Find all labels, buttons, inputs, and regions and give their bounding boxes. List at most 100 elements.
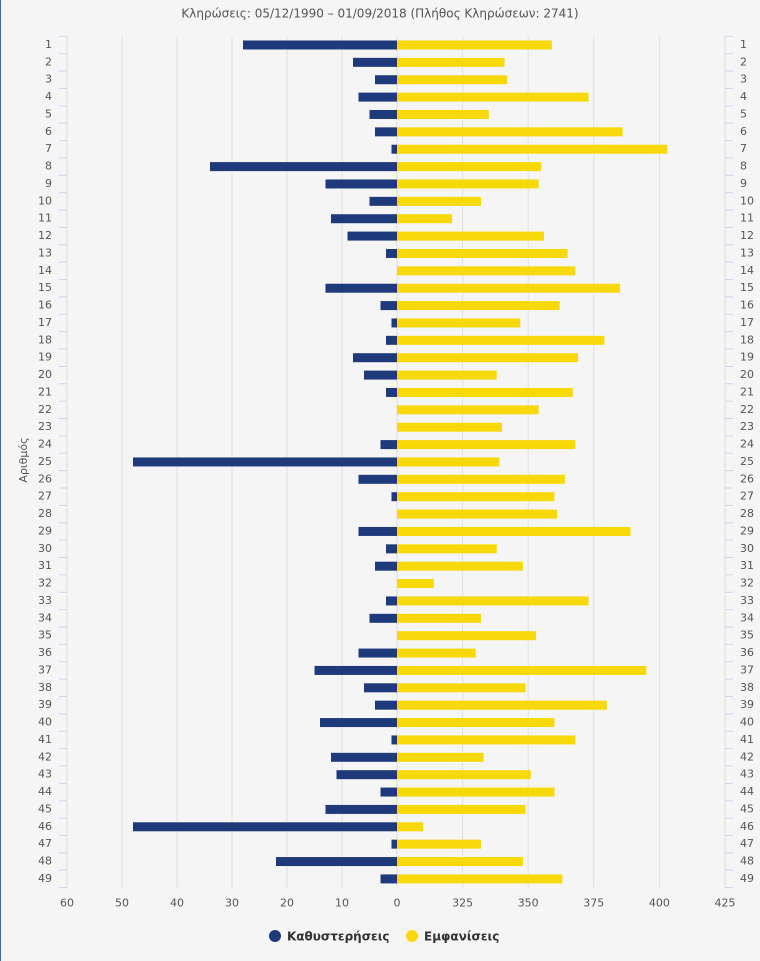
y-tick-label: 11 [38,212,52,225]
y-tick-label: 48 [38,855,52,868]
bar [397,231,544,241]
y-tick-label: 7 [45,142,52,155]
y-tick-label: 49 [38,872,52,885]
y-tick-label-right: 42 [740,750,754,763]
y-tick-label: 39 [38,698,52,711]
bar [397,353,579,363]
y-tick-label: 15 [38,281,52,294]
bar [397,318,521,328]
y-tick-label-right: 46 [740,820,754,833]
y-tick-label-right: 43 [740,768,754,781]
y-tick-label: 28 [38,507,52,520]
y-tick-label-right: 47 [740,837,754,850]
bar [391,492,397,502]
bar [391,839,397,849]
bar [397,283,621,293]
y-tick-label-right: 6 [740,125,747,138]
y-tick-label: 41 [38,733,52,746]
y-tick-label-right: 26 [740,472,754,485]
x-tick-label: 0 [394,897,401,910]
legend-label: Καθυστερήσεις [287,930,390,944]
y-tick-label: 5 [45,107,52,120]
y-tick-label: 43 [38,768,52,781]
y-tick-label-right: 27 [740,490,754,503]
bar [320,718,397,728]
bar [397,718,555,728]
y-tick-label: 4 [45,90,52,103]
y-tick-label-right: 18 [740,333,754,346]
y-tick-label: 3 [45,73,52,86]
y-tick-label: 19 [38,351,52,364]
bar [386,387,397,397]
bar [358,526,397,536]
bar [397,144,668,154]
bar [397,162,542,172]
y-tick-label-right: 8 [740,160,747,173]
y-tick-label: 18 [38,333,52,346]
bar [397,561,523,571]
y-tick-label: 1 [45,38,52,51]
bar [397,770,531,780]
bar [397,301,560,311]
bar [397,474,565,484]
legend-marker [406,930,418,942]
bar [397,822,424,832]
y-tick-label: 30 [38,542,52,555]
y-tick-label: 17 [38,316,52,329]
bar [347,231,397,241]
bar [397,457,500,467]
y-tick-label-right: 40 [740,716,754,729]
y-tick-label: 8 [45,160,52,173]
x-tick-label: 10 [335,897,349,910]
x2-tick-label: 375 [583,897,604,910]
bar [397,405,539,415]
y-tick-label: 32 [38,577,52,590]
bar [380,301,397,311]
y-tick-label: 37 [38,663,52,676]
bar [397,440,576,450]
y-tick-label: 25 [38,455,52,468]
y-tick-label: 9 [45,177,52,190]
y-tick-label: 23 [38,420,52,433]
y-tick-label-right: 45 [740,802,754,815]
y-tick-label-right: 11 [740,212,754,225]
bar [210,162,397,172]
bar [133,457,397,467]
bar [369,109,397,119]
y-tick-label-right: 12 [740,229,754,242]
y-tick-label-right: 9 [740,177,747,190]
bar [397,752,484,762]
bar [397,109,489,119]
bar [364,370,397,380]
y-tick-label-right: 28 [740,507,754,520]
bar [336,770,397,780]
bar [397,422,502,432]
bar [391,735,397,745]
y-tick-label-right: 23 [740,420,754,433]
bar [380,787,397,797]
bar [375,561,397,571]
y-tick-label-right: 36 [740,646,754,659]
bar [397,370,497,380]
y-tick-label-right: 7 [740,142,747,155]
y-tick-label-right: 2 [740,55,747,68]
y-tick-label-right: 1 [740,38,747,51]
bar [397,40,552,50]
x2-tick-label: 425 [715,897,736,910]
bar [375,700,397,710]
y-tick-label: 42 [38,750,52,763]
bar [391,144,397,154]
bar [397,335,605,345]
y-tick-label-right: 35 [740,629,754,642]
bar [358,92,397,102]
bar [397,92,589,102]
y-tick-label: 33 [38,594,52,607]
x-tick-label: 50 [115,897,129,910]
chart-title: Κληρώσεις: 05/12/1990 – 01/09/2018 (Πλήθ… [181,7,578,21]
bar [364,683,397,693]
y-tick-label-right: 25 [740,455,754,468]
x-tick-label: 30 [225,897,239,910]
bar [397,596,589,606]
y-tick-label: 45 [38,802,52,815]
